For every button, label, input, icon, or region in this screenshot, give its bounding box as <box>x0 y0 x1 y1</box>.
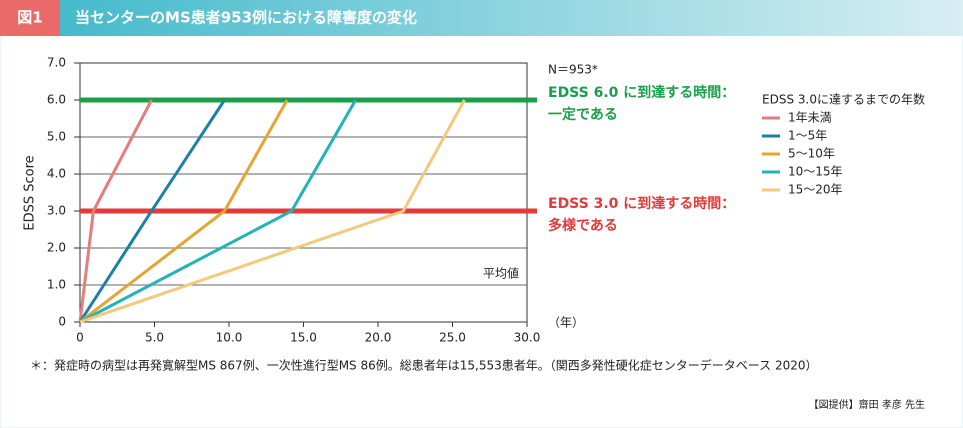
reference-label: 一定である <box>548 106 618 123</box>
annotation: 平均値 <box>483 266 519 281</box>
figure-label: 図1 <box>17 9 42 27</box>
y-axis-label: EDSS Score <box>23 155 38 230</box>
legend-label: 1～5年 <box>788 129 827 143</box>
y-tick-label: 7.0 <box>47 56 66 70</box>
x-tick-label: 0 <box>76 331 84 345</box>
y-tick-label: 1.0 <box>47 278 66 292</box>
series-line <box>78 99 153 323</box>
x-tick-label: 30.0 <box>514 331 541 345</box>
figure-label-box <box>0 0 60 36</box>
y-tick-label: 2.0 <box>47 241 66 255</box>
x-tick-label: 25.0 <box>439 331 466 345</box>
legend-label: 1年未満 <box>788 111 832 125</box>
reference-label: 多様である <box>548 217 618 234</box>
series-line <box>78 99 226 323</box>
y-tick-label: 4.0 <box>47 167 66 181</box>
x-tick-label: 10.0 <box>216 331 243 345</box>
y-tick-label: 3.0 <box>47 204 66 218</box>
header-bar <box>0 0 963 36</box>
series-line <box>79 99 289 324</box>
legend-title: EDSS 3.0に達するまでの年数 <box>762 92 925 107</box>
y-tick-label: 6.0 <box>47 93 66 107</box>
legend-label: 15～20年 <box>788 183 843 197</box>
x-unit: （年） <box>548 316 584 330</box>
y-tick-label: 5.0 <box>47 130 66 144</box>
note: N＝953* <box>548 63 598 77</box>
credit: 【図提供】齋田 孝彦 先生 <box>809 398 925 411</box>
legend-label: 5～10年 <box>788 147 835 161</box>
series-line <box>79 99 466 324</box>
reference-label: EDSS 3.0 に到達する時間： <box>548 195 735 212</box>
plot-frame <box>79 62 528 323</box>
reference-label: EDSS 6.0 に到達する時間： <box>548 84 735 101</box>
x-tick-label: 5.0 <box>145 331 164 345</box>
header-title: 当センターのMS患者953例における障害度の変化 <box>75 9 417 27</box>
x-tick-label: 15.0 <box>290 331 317 345</box>
series-line <box>79 99 357 324</box>
footnote: ＊：発症時の病型は再発寛解型MS 867例、一次性進行型MS 86例。総患者年は… <box>30 358 818 373</box>
x-tick-label: 20.0 <box>365 331 392 345</box>
y-tick-label: 0 <box>58 315 66 329</box>
legend-label: 10～15年 <box>788 165 843 179</box>
